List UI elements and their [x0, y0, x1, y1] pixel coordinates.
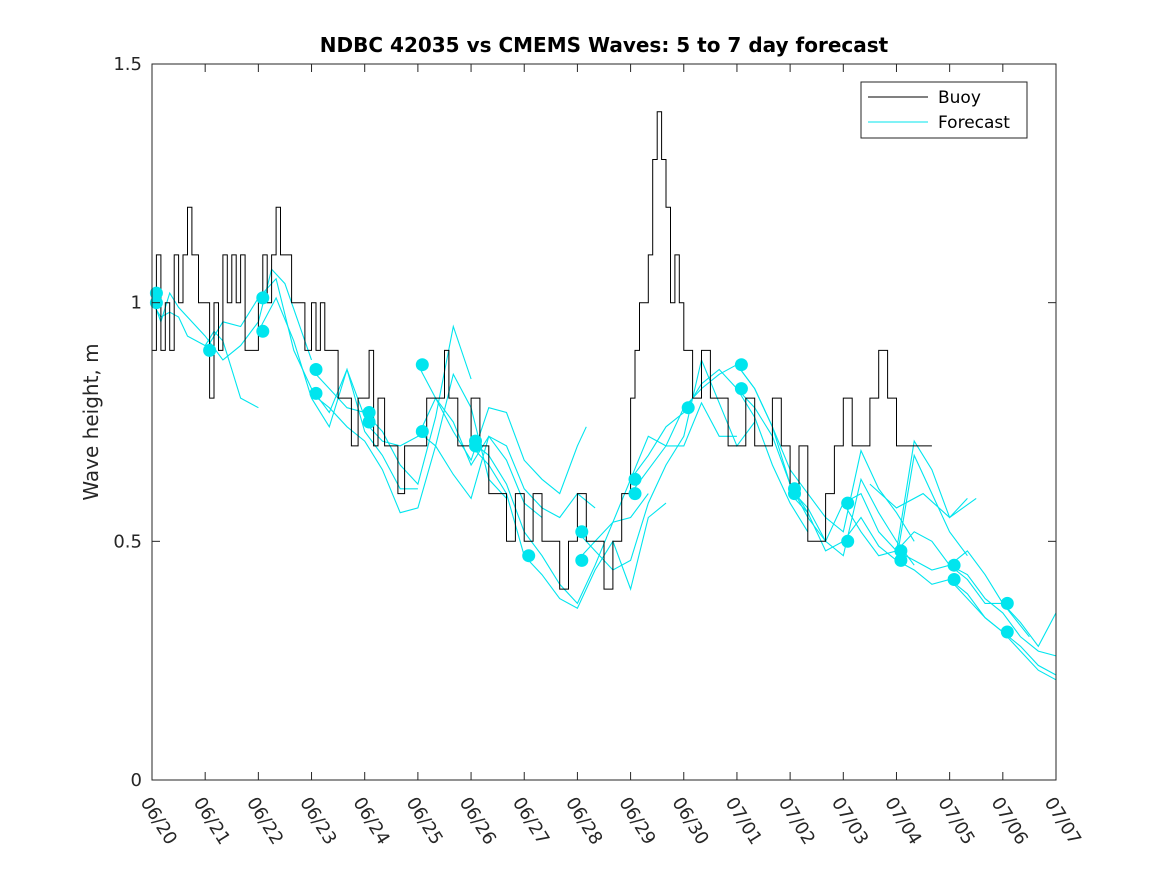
- forecast-line-18: [789, 439, 968, 553]
- x-tick-label: 07/02: [774, 794, 819, 849]
- forecast-line-11: [470, 445, 667, 609]
- x-tick-label: 06/20: [136, 794, 181, 849]
- forecast-line-21: [896, 550, 1057, 657]
- forecast-line-25: [869, 483, 977, 519]
- forecast-marker: [894, 544, 908, 558]
- x-tick-label: 06/21: [189, 794, 234, 849]
- forecast-line-22: [896, 559, 1057, 681]
- x-tick-label: 06/24: [348, 794, 393, 849]
- forecast-marker: [628, 487, 642, 501]
- y-axis-label: Wave height, m: [79, 343, 103, 500]
- forecast-marker: [841, 534, 855, 548]
- x-axis: 06/20 06/21 06/22 06/23 06/24 06/25 06/26 06/27…: [136, 64, 1085, 849]
- x-tick-label: 07/06: [987, 794, 1032, 849]
- forecast-line-8: [417, 364, 587, 495]
- x-tick-label: 06/25: [402, 794, 447, 849]
- forecast-marker: [894, 553, 908, 567]
- forecast-marker: [734, 358, 748, 372]
- x-tick-label: 06/22: [242, 794, 287, 849]
- y-tick-label: 0.5: [113, 531, 142, 552]
- x-tick-label: 07/04: [880, 794, 925, 849]
- forecast-marker: [522, 549, 536, 563]
- forecast-marker: [788, 487, 801, 501]
- forecast-marker: [309, 386, 323, 400]
- forecast-marker: [149, 286, 163, 300]
- forecast-marker: [628, 472, 642, 486]
- legend-forecast-label: Forecast: [938, 113, 1010, 133]
- forecast-marker: [681, 401, 695, 415]
- plot-area: [149, 111, 1057, 681]
- x-tick-label: 06/26: [455, 794, 500, 849]
- forecast-marker: [362, 406, 376, 419]
- x-tick-label: 07/05: [933, 794, 978, 849]
- forecast-line-20: [842, 502, 1030, 638]
- forecast-line-24: [949, 579, 1057, 676]
- forecast-line-6: [311, 372, 507, 514]
- forecast-line-19: [789, 453, 968, 562]
- forecast-marker: [841, 496, 855, 510]
- forecast-marker: [947, 558, 961, 572]
- forecast-line-3: [204, 277, 366, 418]
- x-tick-label: 06/30: [668, 794, 713, 849]
- x-tick-label: 07/03: [827, 794, 872, 849]
- forecast-marker: [947, 573, 961, 586]
- forecast-marker: [362, 415, 376, 429]
- forecast-line-12: [576, 358, 756, 571]
- axes-frame: [151, 63, 1057, 781]
- buoy-line: [152, 111, 932, 590]
- x-tick-label: 06/27: [508, 794, 553, 849]
- y-tick-label: 1.5: [113, 54, 142, 75]
- x-tick-label: 06/28: [561, 794, 606, 849]
- legend: Buoy Forecast: [860, 81, 1028, 139]
- forecast-line-15: [630, 368, 809, 533]
- forecast-marker: [1000, 596, 1014, 610]
- forecast-line-7: [364, 397, 543, 518]
- forecast-line-1: [151, 302, 259, 409]
- forecast-line-13: [576, 401, 737, 561]
- x-tick-label: 07/01: [721, 794, 766, 849]
- x-tick-label: 06/23: [295, 794, 340, 849]
- forecast-marker: [309, 363, 323, 376]
- forecast-line-9: [417, 431, 596, 519]
- forecast-marker: [734, 382, 748, 396]
- forecast-marker: [575, 553, 589, 567]
- y-tick-label: 0: [131, 770, 142, 791]
- forecast-marker: [415, 358, 429, 372]
- forecast-marker: [203, 343, 217, 357]
- y-axis: 0 0.5 1 1.5: [113, 54, 1056, 791]
- forecast-marker: [469, 439, 482, 453]
- x-tick-label: 06/29: [614, 794, 659, 849]
- x-tick-label: 07/07: [1040, 794, 1085, 849]
- forecast-marker: [415, 425, 429, 438]
- forecast-marker: [1000, 625, 1014, 639]
- legend-buoy-label: Buoy: [938, 88, 981, 108]
- forecast-line-14: [630, 363, 809, 513]
- y-tick-label: 1: [131, 293, 142, 314]
- legend-box: [860, 81, 1028, 139]
- forecast-marker: [256, 291, 270, 305]
- forecast-marker: [256, 324, 270, 338]
- chart-title: NDBC 42035 vs CMEMS Waves: 5 to 7 day fo…: [320, 33, 889, 57]
- forecast-marker: [575, 525, 589, 539]
